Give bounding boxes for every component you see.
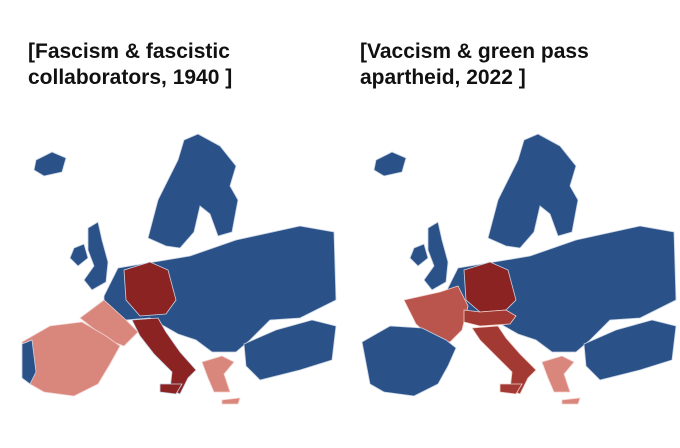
mainland xyxy=(103,225,337,353)
scandinavia xyxy=(147,133,239,249)
sicily xyxy=(499,383,523,395)
panel-title: apartheid, 2022 ] xyxy=(360,66,526,89)
greece xyxy=(541,355,575,393)
crete xyxy=(561,397,581,405)
germany xyxy=(123,261,177,317)
ireland xyxy=(409,243,429,267)
greece xyxy=(201,355,235,393)
iceland xyxy=(373,151,407,177)
panel-title: collaborators, 1940 ] xyxy=(28,66,232,89)
iberia xyxy=(21,321,121,397)
portugal xyxy=(21,339,37,385)
panel-title: [Vaccism & green pass xyxy=(360,40,589,63)
iceland xyxy=(33,151,67,177)
britain xyxy=(423,221,449,291)
scandinavia xyxy=(487,133,579,249)
map-2022 xyxy=(361,133,677,405)
turkey xyxy=(583,319,677,381)
italy xyxy=(471,325,537,395)
germany xyxy=(463,261,517,313)
britain xyxy=(83,221,109,291)
austria-switzerland xyxy=(463,309,517,327)
sicily xyxy=(159,383,183,395)
italy xyxy=(131,317,197,395)
panel-title: [Fascism & fascistic xyxy=(28,40,230,63)
map-1940 xyxy=(21,133,337,405)
turkey xyxy=(243,319,337,381)
crete xyxy=(221,397,241,405)
iberia xyxy=(361,325,457,397)
ireland xyxy=(69,243,89,267)
